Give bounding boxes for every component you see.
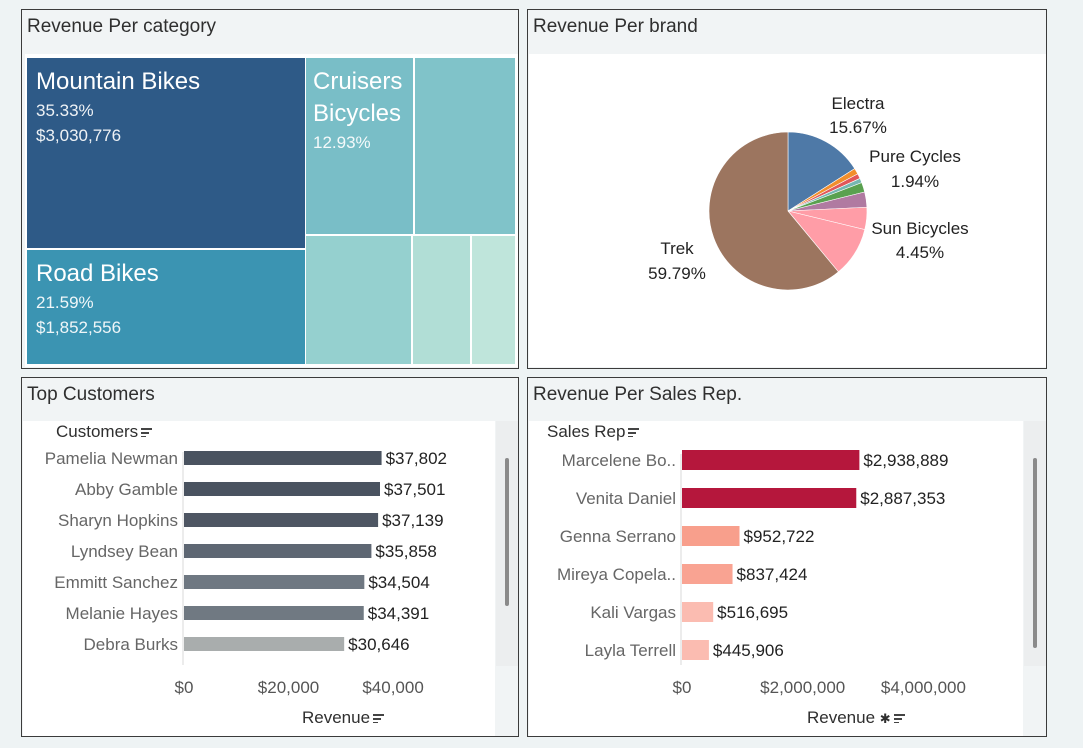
category-label[interactable]: Marcelene Bo..: [562, 451, 676, 470]
pie-pct-pure-cycles: 1.94%: [891, 172, 939, 191]
category-label[interactable]: Debra Burks: [84, 635, 178, 654]
bar-value-label: $37,501: [384, 480, 445, 499]
sort-icon[interactable]: [373, 714, 385, 724]
treemap-pct: 21.59%: [36, 293, 94, 312]
treemap-value: $3,030,776: [36, 126, 122, 145]
customers-header-label: Customers: [56, 422, 139, 441]
customers-panel: Top Customers Customers Pamelia Newman $3…: [21, 377, 519, 737]
pie-pct-electra: 15.67%: [829, 118, 887, 137]
pie-slice-trek[interactable]: [708, 131, 839, 291]
bar[interactable]: [682, 450, 860, 470]
treemap-label-line2: Bicycles: [313, 100, 402, 127]
sort-icon[interactable]: [141, 428, 153, 438]
customers-bar-chart: Pamelia Newman $37,802 Abby Gamble $37,501 S…: [45, 449, 447, 697]
category-label[interactable]: Venita Daniel: [576, 489, 676, 508]
salesrep-header-label: Sales Rep: [547, 422, 626, 441]
pie-pct-sun-bicycles: 4.45%: [896, 243, 944, 262]
treemap-pct: 12.93%: [313, 133, 371, 152]
bar-value-label: $837,424: [737, 565, 808, 584]
pie-label-pure-cycles: Pure Cycles: [869, 147, 961, 166]
treemap-value: $1,852,556: [36, 318, 122, 337]
pie-chart: Electra 15.67% Pure Cycles 1.94% Sun Bic…: [648, 94, 969, 291]
customers-header[interactable]: Customers: [56, 422, 153, 442]
x-tick-label: $0: [673, 678, 692, 697]
bar-value-label: $30,646: [348, 635, 409, 654]
bar[interactable]: [682, 488, 857, 508]
category-label[interactable]: Genna Serrano: [560, 527, 676, 546]
bar-value-label: $2,887,353: [860, 489, 945, 508]
bar-value-label: $37,139: [382, 511, 443, 530]
category-label[interactable]: Melanie Hayes: [66, 604, 178, 623]
bar-value-label: $2,938,889: [863, 451, 948, 470]
category-label[interactable]: Mireya Copela..: [557, 565, 676, 584]
treemap-cell[interactable]: [413, 236, 470, 364]
treemap-label: Road Bikes: [36, 260, 159, 287]
treemap-cell[interactable]: [415, 58, 515, 234]
scrollbar-thumb[interactable]: [1033, 458, 1037, 648]
category-label[interactable]: Kali Vargas: [590, 603, 676, 622]
salesrep-chart-area: [529, 421, 1023, 736]
sort-icon[interactable]: [628, 428, 640, 438]
bar[interactable]: [184, 513, 379, 527]
salesrep-panel: Revenue Per Sales Rep. Sales Rep Marcele…: [527, 377, 1047, 737]
treemap-label-line1: Cruisers: [313, 68, 403, 95]
bar-value-label: $34,391: [368, 604, 429, 623]
bar-value-label: $445,906: [713, 641, 784, 660]
category-label[interactable]: Abby Gamble: [75, 480, 178, 499]
category-label[interactable]: Sharyn Hopkins: [58, 511, 178, 530]
treemap-road-bikes[interactable]: Road Bikes 21.59% $1,852,556: [27, 250, 305, 364]
treemap-cruisers-bicycles[interactable]: Cruisers Bicycles 12.93%: [306, 58, 413, 234]
treemap: Mountain Bikes 35.33% $3,030,776 Road Bi…: [25, 54, 518, 367]
bar[interactable]: [682, 526, 740, 546]
bar[interactable]: [184, 451, 382, 465]
pie-slice-electra[interactable]: [787, 131, 856, 212]
bar-value-label: $35,858: [375, 542, 436, 561]
category-label[interactable]: Layla Terrell: [585, 641, 676, 660]
panel-title: Revenue Per brand: [533, 16, 698, 37]
pin-icon[interactable]: ✱: [879, 711, 891, 726]
x-tick-label: $0: [175, 678, 194, 697]
salesrep-bar-chart: Marcelene Bo.. $2,938,889 Venita Daniel $2,…: [557, 450, 966, 697]
bar-value-label: $34,504: [368, 573, 429, 592]
bar-value-label: $952,722: [744, 527, 815, 546]
x-tick-label: $4,000,000: [881, 678, 966, 697]
customers-axis-title[interactable]: Revenue: [302, 708, 385, 728]
treemap-cell[interactable]: [472, 236, 515, 364]
category-panel: Revenue Per category Mountain Bikes 35.3…: [21, 9, 519, 369]
bar[interactable]: [184, 606, 364, 620]
salesrep-axis-title[interactable]: Revenue ✱: [807, 708, 905, 728]
panel-title: Revenue Per category: [27, 16, 217, 37]
x-tick-label: $20,000: [258, 678, 319, 697]
axis-title-label: Revenue: [302, 708, 371, 727]
pie-label-sun-bicycles: Sun Bicycles: [871, 219, 968, 238]
treemap-pct: 35.33%: [36, 101, 94, 120]
bar[interactable]: [682, 640, 709, 660]
pie-label-electra: Electra: [832, 94, 885, 113]
pie-label-trek: Trek: [660, 239, 694, 258]
category-label[interactable]: Lyndsey Bean: [71, 542, 178, 561]
panel-title: Top Customers: [27, 384, 155, 405]
x-tick-label: $2,000,000: [760, 678, 845, 697]
brand-panel: Revenue Per brand Electra 15.67% Pure Cy…: [527, 9, 1047, 369]
axis-title-label: Revenue: [807, 708, 876, 727]
scrollbar-thumb[interactable]: [505, 458, 509, 606]
pie-pct-trek: 59.79%: [648, 264, 706, 283]
x-tick-label: $40,000: [362, 678, 423, 697]
bar-value-label: $516,695: [717, 603, 788, 622]
treemap-label: Mountain Bikes: [36, 68, 201, 95]
sort-icon[interactable]: [893, 714, 905, 724]
treemap-mountain-bikes[interactable]: Mountain Bikes 35.33% $3,030,776: [27, 58, 305, 248]
bar[interactable]: [184, 544, 372, 558]
salesrep-header[interactable]: Sales Rep: [547, 422, 640, 442]
category-label[interactable]: Pamelia Newman: [45, 449, 178, 468]
bar[interactable]: [184, 482, 380, 496]
bar[interactable]: [682, 602, 714, 622]
bar[interactable]: [682, 564, 733, 584]
bar[interactable]: [184, 637, 345, 651]
bar[interactable]: [184, 575, 365, 589]
bar-value-label: $37,802: [386, 449, 447, 468]
treemap-cell[interactable]: [306, 236, 411, 364]
category-label[interactable]: Emmitt Sanchez: [54, 573, 178, 592]
panel-title: Revenue Per Sales Rep.: [533, 384, 743, 405]
